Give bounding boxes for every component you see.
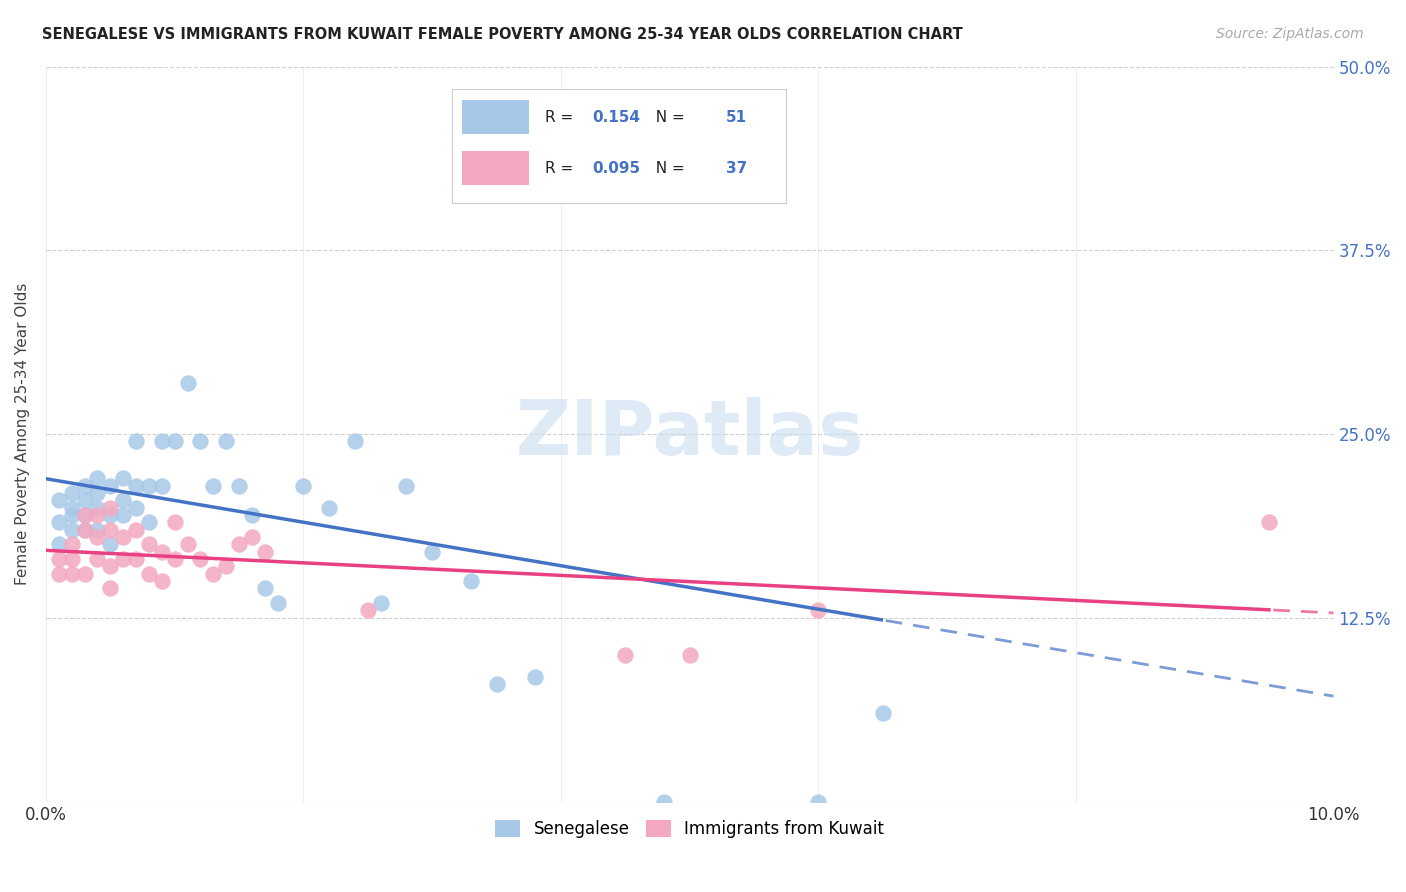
Point	[138, 566, 160, 581]
Point	[807, 603, 830, 617]
Point	[190, 552, 212, 566]
Point	[48, 566, 70, 581]
Point	[48, 493, 70, 508]
Point	[202, 478, 225, 492]
Point	[524, 670, 547, 684]
Point	[395, 478, 418, 492]
Point	[48, 516, 70, 530]
Point	[48, 552, 70, 566]
Point	[73, 523, 96, 537]
Point	[267, 596, 290, 610]
Point	[460, 574, 482, 588]
Point	[420, 544, 443, 558]
Point	[190, 434, 212, 449]
Point	[60, 508, 83, 522]
Point	[73, 523, 96, 537]
Point	[98, 537, 121, 551]
Point	[215, 434, 238, 449]
Point	[60, 537, 83, 551]
Point	[112, 552, 135, 566]
Point	[176, 537, 198, 551]
Point	[125, 500, 148, 515]
Point	[202, 566, 225, 581]
Y-axis label: Female Poverty Among 25-34 Year Olds: Female Poverty Among 25-34 Year Olds	[15, 283, 30, 585]
Point	[150, 544, 173, 558]
Point	[550, 148, 572, 162]
Point	[253, 582, 276, 596]
Point	[215, 559, 238, 574]
Point	[60, 500, 83, 515]
Point	[125, 552, 148, 566]
Point	[98, 559, 121, 574]
Point	[679, 648, 702, 662]
Point	[652, 795, 675, 809]
Point	[60, 566, 83, 581]
Point	[343, 434, 366, 449]
Point	[872, 706, 894, 721]
Point	[98, 508, 121, 522]
Point	[125, 523, 148, 537]
Point	[575, 140, 598, 154]
Point	[150, 434, 173, 449]
Text: SENEGALESE VS IMMIGRANTS FROM KUWAIT FEMALE POVERTY AMONG 25-34 YEAR OLDS CORREL: SENEGALESE VS IMMIGRANTS FROM KUWAIT FEM…	[42, 27, 963, 42]
Point	[86, 500, 108, 515]
Text: ZIPatlas: ZIPatlas	[516, 397, 865, 471]
Point	[292, 478, 315, 492]
Point	[125, 478, 148, 492]
Point	[48, 537, 70, 551]
Point	[86, 552, 108, 566]
Point	[73, 508, 96, 522]
Point	[163, 434, 186, 449]
Point	[86, 508, 108, 522]
Point	[60, 486, 83, 500]
Point	[60, 552, 83, 566]
Point	[228, 478, 250, 492]
Point	[86, 523, 108, 537]
Point	[112, 471, 135, 485]
Point	[138, 537, 160, 551]
Point	[163, 516, 186, 530]
Point	[138, 478, 160, 492]
Point	[86, 486, 108, 500]
Point	[150, 478, 173, 492]
Point	[228, 537, 250, 551]
Point	[73, 566, 96, 581]
Point	[60, 523, 83, 537]
Point	[98, 582, 121, 596]
Point	[614, 648, 637, 662]
Point	[98, 523, 121, 537]
Point	[357, 603, 380, 617]
Point	[86, 530, 108, 544]
Point	[73, 478, 96, 492]
Point	[112, 530, 135, 544]
Text: Source: ZipAtlas.com: Source: ZipAtlas.com	[1216, 27, 1364, 41]
Point	[807, 795, 830, 809]
Point	[150, 574, 173, 588]
Point	[125, 434, 148, 449]
Point	[73, 508, 96, 522]
Point	[138, 516, 160, 530]
Point	[112, 508, 135, 522]
Point	[86, 471, 108, 485]
Point	[163, 552, 186, 566]
Point	[98, 500, 121, 515]
Legend: Senegalese, Immigrants from Kuwait: Senegalese, Immigrants from Kuwait	[488, 814, 891, 845]
Point	[253, 544, 276, 558]
Point	[98, 478, 121, 492]
Point	[318, 500, 340, 515]
Point	[1258, 516, 1281, 530]
Point	[240, 508, 263, 522]
Point	[73, 493, 96, 508]
Point	[112, 493, 135, 508]
Point	[485, 677, 508, 691]
Point	[240, 530, 263, 544]
Point	[176, 376, 198, 390]
Point	[370, 596, 392, 610]
